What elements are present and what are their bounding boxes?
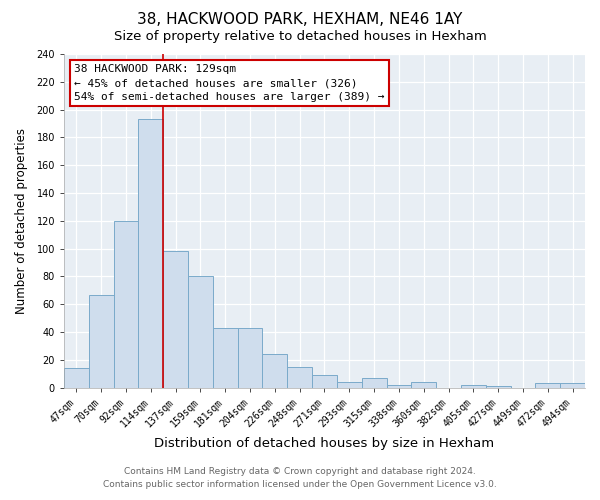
Bar	[461, 385, 486, 388]
Bar	[139, 120, 163, 388]
Bar	[312, 375, 337, 388]
Bar	[362, 378, 386, 388]
Bar	[412, 382, 436, 388]
Bar	[337, 382, 362, 388]
Text: Size of property relative to detached houses in Hexham: Size of property relative to detached ho…	[113, 30, 487, 43]
Text: 38, HACKWOOD PARK, HEXHAM, NE46 1AY: 38, HACKWOOD PARK, HEXHAM, NE46 1AY	[137, 12, 463, 28]
Bar	[287, 367, 312, 388]
Bar	[486, 386, 511, 388]
Bar	[386, 385, 412, 388]
Bar	[113, 221, 139, 388]
Y-axis label: Number of detached properties: Number of detached properties	[15, 128, 28, 314]
Text: 38 HACKWOOD PARK: 129sqm
← 45% of detached houses are smaller (326)
54% of semi-: 38 HACKWOOD PARK: 129sqm ← 45% of detach…	[74, 64, 385, 102]
Bar	[64, 368, 89, 388]
X-axis label: Distribution of detached houses by size in Hexham: Distribution of detached houses by size …	[154, 437, 494, 450]
Bar	[188, 276, 213, 388]
Bar	[238, 328, 262, 388]
Bar	[535, 384, 560, 388]
Bar	[213, 328, 238, 388]
Text: Contains HM Land Registry data © Crown copyright and database right 2024.
Contai: Contains HM Land Registry data © Crown c…	[103, 468, 497, 489]
Bar	[262, 354, 287, 388]
Bar	[163, 252, 188, 388]
Bar	[89, 294, 113, 388]
Bar	[560, 384, 585, 388]
